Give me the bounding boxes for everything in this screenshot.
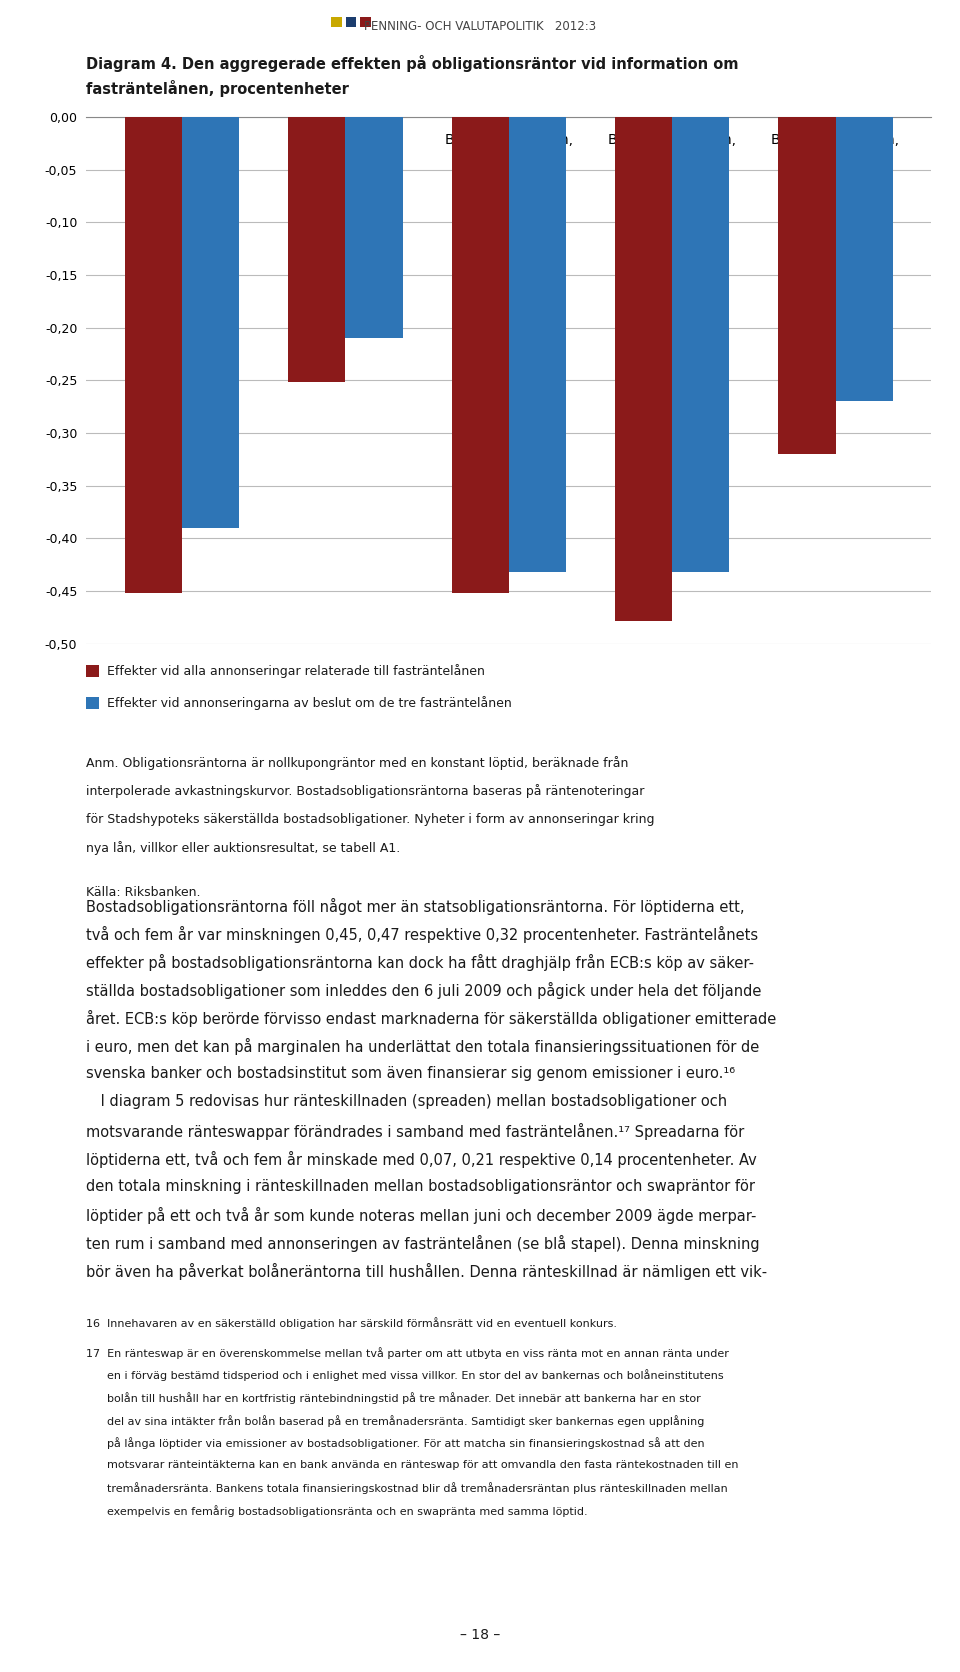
Text: bör även ha påverkat bolåneräntorna till hushållen. Denna ränteskillnad är nämli: bör även ha påverkat bolåneräntorna till… [86,1262,768,1281]
FancyBboxPatch shape [346,17,356,27]
Text: interpolerade avkastningskurvor. Bostadsobligationsräntorna baseras på räntenote: interpolerade avkastningskurvor. Bostads… [86,784,645,798]
Text: 17  En ränteswap är en överenskommelse mellan två parter om att utbyta en viss r: 17 En ränteswap är en överenskommelse me… [86,1348,730,1359]
Text: exempelvis en femårig bostadsobligationsränta och en swapränta med samma löptid.: exempelvis en femårig bostadsobligations… [86,1505,588,1517]
Bar [125,117,182,594]
Text: effekter på bostadsobligationsräntorna kan dock ha fått draghjälp från ECB:s köp: effekter på bostadsobligationsräntorna k… [86,955,755,971]
Text: i euro, men det kan på marginalen ha underlättat den totala finansieringssituati: i euro, men det kan på marginalen ha und… [86,1038,759,1055]
Bar [835,117,893,401]
Text: Diagram 4. Den aggregerade effekten på obligationsräntor vid information om: Diagram 4. Den aggregerade effekten på o… [86,55,739,72]
Bar [346,117,402,338]
Text: – 18 –: – 18 – [460,1629,500,1642]
Text: löptider på ett och två år som kunde noteras mellan juni och december 2009 ägde : löptider på ett och två år som kunde not… [86,1207,756,1224]
Bar [288,117,346,383]
Text: två och fem år var minskningen 0,45, 0,47 respektive 0,32 procentenheter. Fasträ: två och fem år var minskningen 0,45, 0,4… [86,926,758,943]
FancyBboxPatch shape [360,17,371,27]
Text: året. ECB:s köp berörde förvisso endast marknaderna för säkerställda obligatione: året. ECB:s köp berörde förvisso endast … [86,1010,777,1027]
FancyBboxPatch shape [331,17,342,27]
Text: ten rum i samband med annonseringen av fasträntelånen (se blå stapel). Denna min: ten rum i samband med annonseringen av f… [86,1236,760,1252]
Text: 16  Innehavaren av en säkerställd obligation har särskild förmånsrätt vid en eve: 16 Innehavaren av en säkerställd obligat… [86,1318,617,1329]
Text: Anm. Obligationsräntorna är nollkupongräntor med en konstant löptid, beräknade f: Anm. Obligationsräntorna är nollkupongrä… [86,756,629,769]
Bar [451,117,509,594]
Text: I diagram 5 redovisas hur ränteskillnaden (spreaden) mellan bostadsobligationer : I diagram 5 redovisas hur ränteskillnade… [86,1095,728,1110]
Bar [672,117,730,572]
Text: den totala minskning i ränteskillnaden mellan bostadsobligationsräntor och swapr: den totala minskning i ränteskillnaden m… [86,1179,756,1194]
Text: för Stadshypoteks säkerställda bostadsobligationer. Nyheter i form av annonserin: för Stadshypoteks säkerställda bostadsob… [86,813,655,826]
FancyBboxPatch shape [86,697,99,709]
Text: Källa: Riksbanken.: Källa: Riksbanken. [86,886,201,900]
Text: Bostadsobligationsräntorna föll något mer än statsobligationsräntorna. För löpti: Bostadsobligationsräntorna föll något me… [86,898,745,915]
Text: motsvarande ränteswappar förändrades i samband med fasträntelånen.¹⁷ Spreadarna : motsvarande ränteswappar förändrades i s… [86,1122,745,1140]
Text: Effekter vid alla annonseringar relaterade till fasträntelånen: Effekter vid alla annonseringar relatera… [107,664,485,679]
Text: PENNING- OCH VALUTAPOLITIK   2012:3: PENNING- OCH VALUTAPOLITIK 2012:3 [364,20,596,33]
Bar [779,117,835,455]
Bar [509,117,566,572]
Text: Effekter vid annonseringarna av beslut om de tre fasträntelånen: Effekter vid annonseringarna av beslut o… [107,696,512,711]
Text: svenska banker och bostadsinstitut som även finansierar sig genom emissioner i e: svenska banker och bostadsinstitut som ä… [86,1067,735,1082]
Text: motsvarar ränteintäkterna kan en bank använda en ränteswap för att omvandla den : motsvarar ränteintäkterna kan en bank an… [86,1460,739,1470]
Bar [182,117,239,528]
Text: nya lån, villkor eller auktionsresultat, se tabell A1.: nya lån, villkor eller auktionsresultat,… [86,841,400,854]
FancyBboxPatch shape [86,665,99,677]
Text: en i förväg bestämd tidsperiod och i enlighet med vissa villkor. En stor del av : en i förväg bestämd tidsperiod och i enl… [86,1369,724,1381]
Text: löptiderna ett, två och fem år minskade med 0,07, 0,21 respektive 0,14 procenten: löptiderna ett, två och fem år minskade … [86,1150,757,1167]
Text: på långa löptider via emissioner av bostadsobligationer. För att matcha sin fina: på långa löptider via emissioner av bost… [86,1438,705,1450]
Text: fasträntelånen, procentenheter: fasträntelånen, procentenheter [86,80,349,97]
Text: tremånadersränta. Bankens totala finansieringskostnad blir då tremånadersräntan : tremånadersränta. Bankens totala finansi… [86,1483,728,1495]
Text: bolån till hushåll har en kortfristig räntebindningstid på tre månader. Det inne: bolån till hushåll har en kortfristig rä… [86,1393,701,1404]
Text: del av sina intäkter från bolån baserad på en tremånadersränta. Samtidigt sker b: del av sina intäkter från bolån baserad … [86,1415,705,1426]
Text: ställda bostadsobligationer som inleddes den 6 juli 2009 och pågick under hela d: ställda bostadsobligationer som inleddes… [86,981,762,1000]
Bar [615,117,672,620]
